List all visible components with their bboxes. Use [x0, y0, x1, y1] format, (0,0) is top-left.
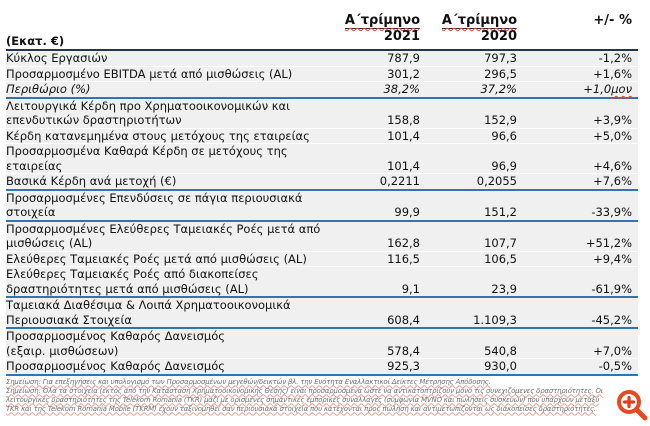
- value-2020: 540,8: [484, 343, 517, 358]
- value-delta: +1,6%: [593, 66, 632, 81]
- footnotes: Σημείωση: Για επεξηγήσεις και υπολογισμό…: [6, 378, 638, 414]
- column-header-delta: +/- %: [593, 13, 632, 28]
- row-label: Προσαρμοσμένο EBITDA μετά από μισθώσεις …: [6, 66, 293, 81]
- value-2020: 1.109,3: [473, 312, 517, 327]
- column-header-2021: Α΄τρίμηνο 2021: [344, 13, 420, 45]
- footnote-1: Σημείωση: Για επεξηγήσεις και υπολογισμό…: [6, 377, 491, 386]
- value-2020: 23,9: [491, 281, 517, 296]
- table-row: Λειτουργικά Κέρδη προ Χρηματοοικονομικών…: [6, 98, 638, 129]
- value-2020: 151,2: [484, 205, 517, 219]
- value-delta: -1,2%: [598, 51, 632, 65]
- value-2021: 9,1: [401, 281, 420, 296]
- table-row: Προσαρμοσμένες Επενδύσεις σε πάγια περιο…: [6, 190, 638, 222]
- value-2021: 101,4: [387, 158, 420, 173]
- table-row: Προσαρμοσμένο EBITDA μετά από μισθώσεις …: [6, 66, 638, 82]
- table-header: (Εκατ. €) Α΄τρίμηνο 2021 Α΄τρίμηνο 2020 …: [6, 13, 638, 51]
- table-row: Προσαρμοσμένος Καθαρός Δανεισμός 925,3 9…: [6, 359, 638, 376]
- row-label: Προσαρμοσμένα Καθαρά Κέρδη σε μετόχους τ…: [6, 144, 288, 173]
- period-text: Α΄τρίμηνο: [441, 13, 517, 28]
- value-delta: +3,9%: [593, 113, 632, 127]
- value-delta: +7,0%: [593, 343, 632, 358]
- table-row: Προσαρμοσμένες Ελεύθερες Ταμειακές Ροές …: [6, 221, 638, 252]
- table-row: Ελεύθερες Ταμειακές Ροές μετά από μισθώσ…: [6, 251, 638, 267]
- value-2020: 0,2055: [476, 174, 517, 188]
- value-2021: 116,5: [387, 251, 420, 266]
- row-label: Προσαρμοσμένες Ελεύθερες Ταμειακές Ροές …: [6, 221, 321, 251]
- value-2021: 0,2211: [379, 174, 420, 188]
- row-label: Ελεύθερες Ταμειακές Ροές από διακοπείσες…: [6, 267, 259, 296]
- value-2020: 797,3: [484, 51, 517, 65]
- value-delta: -61,9%: [591, 281, 632, 296]
- value-2020: 152,9: [484, 113, 517, 127]
- table-row: Προσαρμοσμένος Καθαρός Δανεισμός (εξαιρ.…: [6, 329, 638, 359]
- row-label: Κύκλος Εργασιών: [6, 51, 108, 65]
- table-row: Κέρδη κατανεμημένα στους μετόχους της ετ…: [6, 128, 638, 144]
- value-2021: 608,4: [387, 312, 420, 327]
- column-year-2021: 2021: [383, 29, 420, 44]
- value-2021: 787,9: [387, 51, 420, 65]
- table-row: Περιθώριο (%) 38,2% 37,2% +1,0μον: [6, 82, 638, 99]
- value-2021: 162,8: [387, 236, 420, 250]
- column-year-2020: 2020: [480, 29, 517, 44]
- row-label: Περιθώριο (%): [6, 82, 91, 96]
- value-delta: +7,6%: [593, 174, 632, 188]
- footnote-2: Σημείωση: Όλα τα στοιχεία (εκτός από την…: [6, 386, 603, 413]
- row-label: Κέρδη κατανεμημένα στους μετόχους της ετ…: [6, 128, 310, 143]
- value-2021: 578,4: [387, 343, 420, 358]
- value-2021: 925,3: [387, 359, 420, 373]
- column-period-2020: Α΄τρίμηνο: [441, 13, 517, 29]
- table-row: Προσαρμοσμένα Καθαρά Κέρδη σε μετόχους τ…: [6, 144, 638, 174]
- value-2021: 38,2%: [383, 82, 420, 96]
- table-row: Ταμειακά Διαθέσιμα & Λοιπά Χρηματοοικονο…: [6, 298, 638, 329]
- value-2021: 101,4: [387, 128, 420, 143]
- table-row: Βασικά Κέρδη ανά μετοχή (€) 0,2211 0,205…: [6, 174, 638, 191]
- value-delta: +5,0%: [593, 128, 632, 143]
- value-2021: 301,2: [387, 66, 420, 81]
- table-row: Ελεύθερες Ταμειακές Ροές από διακοπείσες…: [6, 267, 638, 298]
- row-label: Ταμειακά Διαθέσιμα & Λοιπά Χρηματοοικονο…: [6, 298, 291, 327]
- value-2020: 96,6: [491, 128, 517, 143]
- row-label: Προσαρμοσμένες Επενδύσεις σε πάγια περιο…: [6, 190, 303, 220]
- row-label: Βασικά Κέρδη ανά μετοχή (€): [6, 174, 177, 188]
- table-body: Κύκλος Εργασιών 787,9 797,3 -1,2% Προσαρ…: [6, 51, 638, 376]
- value-delta: +9,4%: [593, 251, 632, 266]
- value-2020: 106,5: [484, 251, 517, 266]
- column-header-2020: Α΄τρίμηνο 2020: [420, 13, 517, 45]
- results-table: (Εκατ. €) Α΄τρίμηνο 2021 Α΄τρίμηνο 2020 …: [6, 13, 638, 414]
- row-label: Προσαρμοσμένος Καθαρός Δανεισμός (εξαιρ.…: [6, 329, 226, 358]
- value-delta: +1,0μον: [583, 82, 632, 96]
- value-2021: 99,9: [394, 205, 420, 219]
- value-delta: -33,9%: [591, 205, 632, 219]
- value-2020: 930,0: [484, 359, 517, 373]
- value-delta: +4,6%: [593, 158, 632, 173]
- row-label: Λειτουργικά Κέρδη προ Χρηματοοικονομικών…: [6, 98, 291, 128]
- value-2020: 107,7: [484, 236, 517, 250]
- value-delta: -0,5%: [598, 359, 632, 373]
- value-2020: 296,5: [484, 66, 517, 81]
- delta-suffix: μον: [611, 82, 632, 96]
- row-label: Προσαρμοσμένος Καθαρός Δανεισμός: [6, 359, 226, 373]
- row-label: Ελεύθερες Ταμειακές Ροές μετά από μισθώσ…: [6, 251, 307, 266]
- unit-label: (Εκατ. €): [6, 34, 65, 48]
- period-text: Α΄τρίμηνο: [344, 13, 420, 28]
- value-2020: 96,9: [491, 158, 517, 173]
- table-row: Κύκλος Εργασιών 787,9 797,3 -1,2%: [6, 51, 638, 67]
- column-period-2021: Α΄τρίμηνο: [344, 13, 420, 29]
- zoom-icon[interactable]: [615, 388, 649, 422]
- value-delta: +51,2%: [585, 236, 632, 250]
- value-delta: -45,2%: [591, 312, 632, 327]
- value-2021: 158,8: [387, 113, 420, 127]
- value-2020: 37,2%: [480, 82, 517, 96]
